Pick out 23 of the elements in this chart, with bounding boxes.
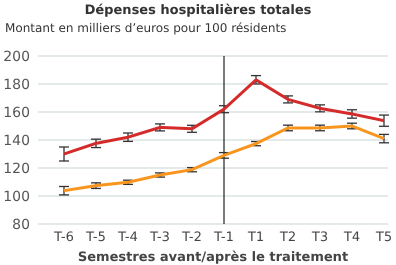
y-tick-label: 80 xyxy=(12,216,30,233)
x-tick-label: T2 xyxy=(278,230,296,246)
x-tick-label: T1 xyxy=(246,230,264,246)
line-series xyxy=(62,78,386,156)
y-tick-label: 120 xyxy=(3,160,30,177)
x-tick-label: T-6 xyxy=(53,230,74,246)
y-tick-label: 160 xyxy=(3,104,30,121)
x-tick-label: T-3 xyxy=(149,230,170,246)
x-tick-label: T4 xyxy=(342,230,360,246)
line-series xyxy=(62,124,386,192)
x-axis-title: Semestres avant/après le traitement xyxy=(78,250,348,265)
y-tick-label: 200 xyxy=(3,48,30,65)
x-tick-label: T-5 xyxy=(85,230,106,246)
y-tick-label: 100 xyxy=(3,188,30,205)
y-tick-label: 140 xyxy=(3,132,30,149)
y-tick-label: 180 xyxy=(3,76,30,93)
x-tick-label: T3 xyxy=(310,230,328,246)
x-tick-label: T5 xyxy=(374,230,392,246)
x-tick-label: T-2 xyxy=(181,230,202,246)
x-tick-label: T-1 xyxy=(213,230,234,246)
chart-title: Dépenses hospitalières totales xyxy=(84,3,312,18)
x-tick-label: T-4 xyxy=(117,230,138,246)
chart-subtitle: Montant en milliers d’euros pour 100 résidents xyxy=(5,21,286,35)
